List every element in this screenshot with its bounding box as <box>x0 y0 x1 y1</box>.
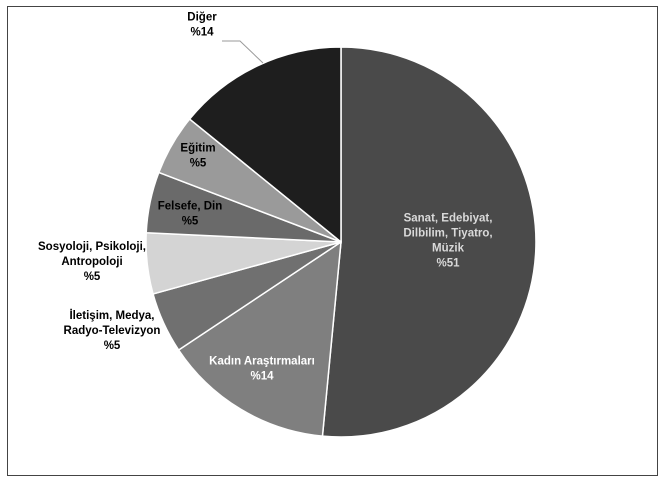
leader-line-other <box>222 40 264 64</box>
slice-label-3: Sosyoloji, Psikoloji, Antropoloji %5 <box>38 241 146 283</box>
leader-lines <box>222 40 264 64</box>
pie-slice-6 <box>188 46 342 244</box>
pie-slice-0 <box>321 46 537 438</box>
slice-label-4: Felsefe, Din %5 <box>158 201 223 228</box>
slice-labels: Sanat, Edebiyat, Dilbilim, Tiyatro, Müzik%… <box>38 12 493 383</box>
slice-label-0: Sanat, Edebiyat, Dilbilim, Tiyatro, Müzik%… <box>403 213 492 270</box>
slice-label-5: Eğitim %5 <box>180 143 215 170</box>
pie-slice-1 <box>177 240 342 437</box>
slice-label-6: Diğer %14 <box>187 12 217 39</box>
pie-slices <box>145 46 537 438</box>
slice-label-1: Kadın Araştırmaları %14 <box>209 356 315 383</box>
slice-label-2: İletişim, Medya, Radyo-Televizyon %5 <box>64 309 161 352</box>
